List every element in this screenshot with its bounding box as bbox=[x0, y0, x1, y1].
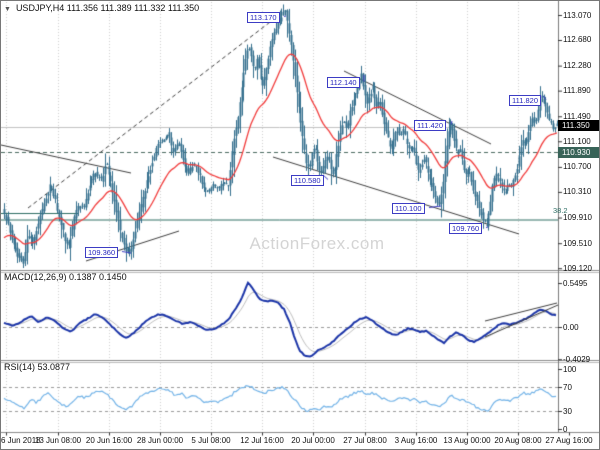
time-axis-label: 28 Jun 00:00 bbox=[136, 436, 184, 445]
time-axis-label: 5 Jul 08:00 bbox=[191, 436, 231, 445]
price-axis-tick-label: 109.910 bbox=[563, 213, 592, 223]
macd-axis-tick-label: -0.4029 bbox=[563, 354, 591, 364]
rsi-indicator-label: RSI(14) 53.0877 bbox=[4, 362, 71, 372]
support-price-badge: 110.930 bbox=[558, 146, 599, 158]
macd-axis-tick-label: 0.00 bbox=[563, 322, 579, 332]
price-tag-110.580: 110.580 bbox=[291, 175, 324, 186]
price-tag-109.760: 109.760 bbox=[449, 223, 483, 234]
time-axis-label: 6 Jun 2018 bbox=[1, 436, 41, 445]
price-axis-tick-label: 111.890 bbox=[563, 86, 591, 96]
rsi-axis-tick-label: 30 bbox=[563, 406, 572, 416]
symbol-dropdown-icon[interactable]: ▼ bbox=[4, 6, 11, 13]
time-axis-label: 20 Aug 08:00 bbox=[494, 436, 542, 445]
watermark: ActionForex.com bbox=[249, 234, 385, 253]
macd-indicator-label: MACD(12,26,9) 0.1387 0.1450 bbox=[4, 272, 127, 282]
time-axis-label: 20 Jul 00:00 bbox=[291, 436, 335, 445]
time-axis-label: 20 Jun 16:00 bbox=[85, 436, 133, 445]
current-price-badge: 111.350 bbox=[558, 119, 599, 131]
chart-title-bar: ▼ USDJPY,H4 111.356 111.389 111.332 111.3… bbox=[4, 3, 199, 13]
fib-38-2-label: 38.2 bbox=[553, 206, 568, 215]
price-tag-110.100: 110.100 bbox=[392, 203, 425, 214]
price-axis-tick-label: 112.680 bbox=[563, 35, 592, 45]
price-axis-tick-label: 110.310 bbox=[563, 187, 592, 197]
price-axis-tick-label: 110.700 bbox=[563, 162, 592, 172]
time-axis-label: 27 Aug 16:00 bbox=[545, 436, 593, 445]
time-axis-label: 27 Jul 08:00 bbox=[343, 436, 387, 445]
time-axis-label: 12 Jul 16:00 bbox=[240, 436, 284, 445]
price-tag-111.820: 111.820 bbox=[509, 95, 541, 106]
price-axis-tick-label: 109.120 bbox=[563, 263, 592, 273]
price-tag-109.360: 109.360 bbox=[85, 247, 119, 258]
price-axis-tick-label: 109.510 bbox=[563, 238, 592, 248]
price-axis-tick-label: 111.490 bbox=[563, 111, 591, 121]
time-axis-label: 3 Aug 16:00 bbox=[394, 436, 438, 445]
rsi-axis-tick-label: 0 bbox=[563, 424, 568, 434]
macd-axis-tick-label: 0.5495 bbox=[563, 278, 588, 288]
price-axis-tick-label: 112.280 bbox=[563, 61, 592, 71]
time-axis-label: 13 Jun 08:00 bbox=[34, 436, 82, 445]
price-tag-111.420: 111.420 bbox=[414, 120, 446, 131]
price-tag-113.170: 113.170 bbox=[247, 12, 280, 23]
rsi-axis-tick-label: 70 bbox=[563, 382, 572, 392]
time-axis-label: 13 Aug 00:00 bbox=[443, 436, 491, 445]
price-axis-tick-label: 111.100 bbox=[563, 136, 591, 146]
symbol-ohlc-title: USDJPY,H4 111.356 111.389 111.332 111.35… bbox=[15, 3, 200, 13]
price-tag-112.140: 112.140 bbox=[327, 77, 360, 88]
price-axis-tick-label: 113.070 bbox=[563, 10, 592, 20]
rsi-axis-tick-label: 100 bbox=[563, 364, 577, 374]
